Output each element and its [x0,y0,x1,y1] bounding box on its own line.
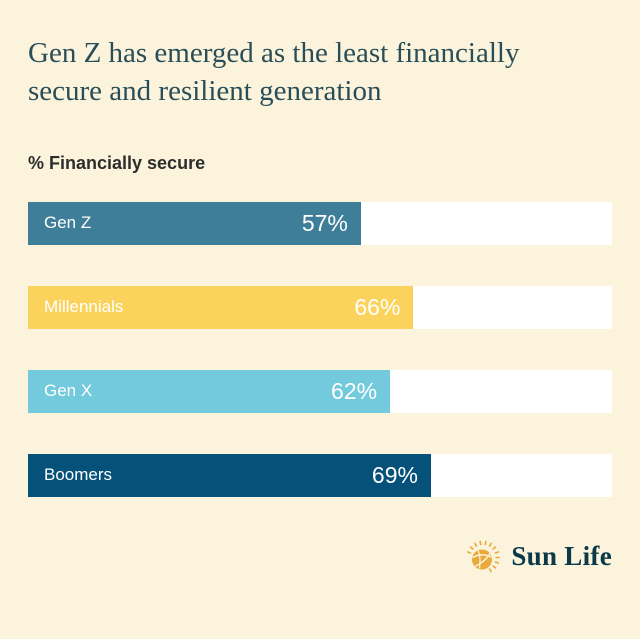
bar-track: Gen Z 57% [28,201,612,245]
bar-row-boomers: Boomers 69% [28,453,612,497]
bar-row-gen-z: Gen Z 57% [28,201,612,245]
chart-title: % Financially secure [28,152,206,173]
brand-wordmark: Sun Life [511,541,612,572]
bar-value-label: 57% [301,209,348,236]
bar-track: Boomers 69% [28,453,612,497]
page-title: Gen Z has emerged as the least financial… [28,37,520,108]
bar-category-label: Boomers [44,465,113,485]
bar-chart: Gen Z 57% Millennials 66% Gen X 62% [28,201,612,497]
bar-row-millennials: Millennials 66% [28,285,612,329]
bar-category-label: Gen X [44,381,93,401]
footer-brand: Sun Life [0,539,640,575]
bar-fill-gen-z: Gen Z 57% [28,201,361,245]
bar-fill-boomers: Boomers 69% [28,453,431,497]
bar-track: Millennials 66% [28,285,612,329]
bar-value-label: 69% [371,461,418,488]
infographic: Gen Z has emerged as the least financial… [28,37,612,497]
bar-value-label: 62% [331,377,378,404]
bar-category-label: Millennials [44,297,124,317]
bar-track: Gen X 62% [28,369,612,413]
bar-row-gen-x: Gen X 62% [28,369,612,413]
bar-category-label: Gen Z [44,213,92,233]
bar-fill-gen-x: Gen X 62% [28,369,391,413]
bar-fill-millennials: Millennials 66% [28,285,414,329]
bar-value-label: 66% [354,293,401,320]
sun-globe-icon [467,540,501,572]
